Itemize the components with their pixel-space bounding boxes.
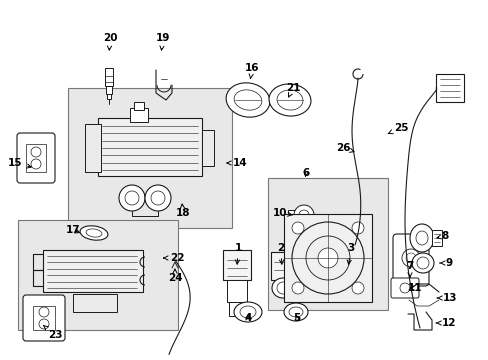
Text: 22: 22	[163, 253, 184, 263]
FancyBboxPatch shape	[390, 278, 418, 298]
FancyBboxPatch shape	[17, 133, 55, 183]
FancyBboxPatch shape	[392, 234, 428, 286]
Ellipse shape	[277, 90, 303, 110]
Text: 12: 12	[435, 318, 455, 328]
Ellipse shape	[415, 231, 427, 245]
Text: 5: 5	[293, 313, 300, 323]
Text: 10: 10	[272, 208, 292, 218]
Bar	[267, 178, 387, 310]
Ellipse shape	[351, 222, 363, 234]
Bar	[105, 68, 113, 86]
Bar	[106, 86, 112, 94]
Bar	[107, 94, 111, 99]
Ellipse shape	[240, 306, 256, 318]
Ellipse shape	[284, 303, 307, 321]
Bar	[270, 252, 294, 280]
Text: 21: 21	[285, 83, 300, 97]
Text: 17: 17	[65, 225, 80, 235]
Bar	[202, 130, 214, 166]
Text: 3: 3	[346, 243, 354, 264]
FancyBboxPatch shape	[23, 295, 65, 341]
Bar	[228, 302, 244, 316]
Ellipse shape	[151, 191, 164, 205]
Ellipse shape	[145, 185, 171, 211]
Text: 4: 4	[244, 313, 251, 323]
Bar	[85, 124, 101, 172]
Ellipse shape	[411, 253, 433, 273]
Bar	[43, 250, 142, 292]
Bar	[431, 230, 441, 246]
Bar	[287, 210, 297, 220]
Text: 18: 18	[175, 204, 190, 218]
Text: 20: 20	[102, 33, 117, 50]
Ellipse shape	[119, 185, 145, 211]
Text: 8: 8	[436, 231, 447, 241]
Bar	[226, 280, 246, 302]
Ellipse shape	[399, 283, 409, 293]
Text: 19: 19	[156, 33, 170, 50]
Text: 2: 2	[277, 243, 284, 264]
Bar	[435, 74, 463, 102]
Bar	[68, 88, 231, 228]
Text: 15: 15	[8, 158, 31, 168]
Ellipse shape	[268, 84, 310, 116]
Text: 16: 16	[244, 63, 259, 78]
Ellipse shape	[86, 229, 102, 237]
Bar	[98, 118, 202, 176]
Ellipse shape	[39, 319, 49, 329]
Text: 13: 13	[436, 293, 456, 303]
Ellipse shape	[39, 307, 49, 317]
Bar	[223, 250, 250, 280]
Ellipse shape	[401, 249, 419, 267]
Bar	[33, 306, 55, 330]
Ellipse shape	[291, 282, 304, 294]
Text: 14: 14	[226, 158, 247, 168]
Bar	[73, 294, 117, 312]
Text: 6: 6	[302, 168, 309, 178]
Ellipse shape	[125, 191, 139, 205]
Ellipse shape	[291, 222, 304, 234]
Ellipse shape	[317, 248, 337, 268]
Ellipse shape	[31, 159, 41, 169]
Ellipse shape	[31, 147, 41, 157]
Ellipse shape	[225, 83, 269, 117]
Bar	[284, 214, 371, 302]
Ellipse shape	[351, 282, 363, 294]
Text: 25: 25	[387, 123, 407, 134]
Ellipse shape	[293, 205, 313, 225]
Text: 1: 1	[234, 243, 241, 264]
Ellipse shape	[405, 253, 415, 263]
Bar	[130, 108, 148, 122]
Text: 9: 9	[439, 258, 451, 268]
Ellipse shape	[234, 302, 262, 322]
Bar	[134, 102, 143, 110]
Ellipse shape	[298, 210, 308, 220]
Ellipse shape	[271, 278, 293, 298]
Text: 23: 23	[43, 325, 62, 340]
Ellipse shape	[409, 224, 433, 252]
Text: 7: 7	[406, 261, 413, 277]
Ellipse shape	[416, 257, 428, 269]
Ellipse shape	[288, 307, 303, 317]
Ellipse shape	[80, 226, 108, 240]
Text: 24: 24	[167, 269, 182, 283]
Text: 11: 11	[407, 283, 421, 293]
Ellipse shape	[234, 90, 262, 110]
Text: 26: 26	[335, 143, 353, 153]
Ellipse shape	[276, 282, 288, 294]
Bar	[26, 144, 46, 172]
Bar	[18, 220, 178, 330]
